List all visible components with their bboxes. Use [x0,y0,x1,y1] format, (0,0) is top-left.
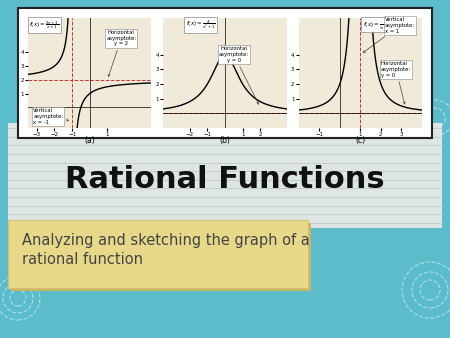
Text: Vertical
asymptote:
x = 1: Vertical asymptote: x = 1 [363,17,415,52]
Bar [11,223,311,291]
Bar [8,220,308,288]
Text: Horizontal
asymptote:
y = 0: Horizontal asymptote: y = 0 [381,61,411,104]
Text: $f(x)=\frac{2}{(x-1)^2}$: $f(x)=\frac{2}{(x-1)^2}$ [363,19,396,31]
Text: (b): (b) [220,137,230,145]
Text: Analyzing and sketching the graph of a
rational function: Analyzing and sketching the graph of a r… [22,233,310,267]
Text: (c): (c) [355,137,365,145]
Text: $f(x)=\frac{2x+1}{x+1}$: $f(x)=\frac{2x+1}{x+1}$ [29,19,59,31]
Text: Rational Functions: Rational Functions [65,166,385,194]
Text: Horizontal
asymptote:
y = 2: Horizontal asymptote: y = 2 [106,30,136,76]
Bar [8,123,442,228]
Text: (a): (a) [84,137,95,145]
Text: $f(x)=\frac{4}{x^2+1}$: $f(x)=\frac{4}{x^2+1}$ [185,19,215,31]
Text: Vertical
asymptote:
x = -1: Vertical asymptote: x = -1 [33,108,68,125]
Bar [18,8,432,138]
Text: Horizontal
asymptote:
y = 0: Horizontal asymptote: y = 0 [219,46,259,104]
